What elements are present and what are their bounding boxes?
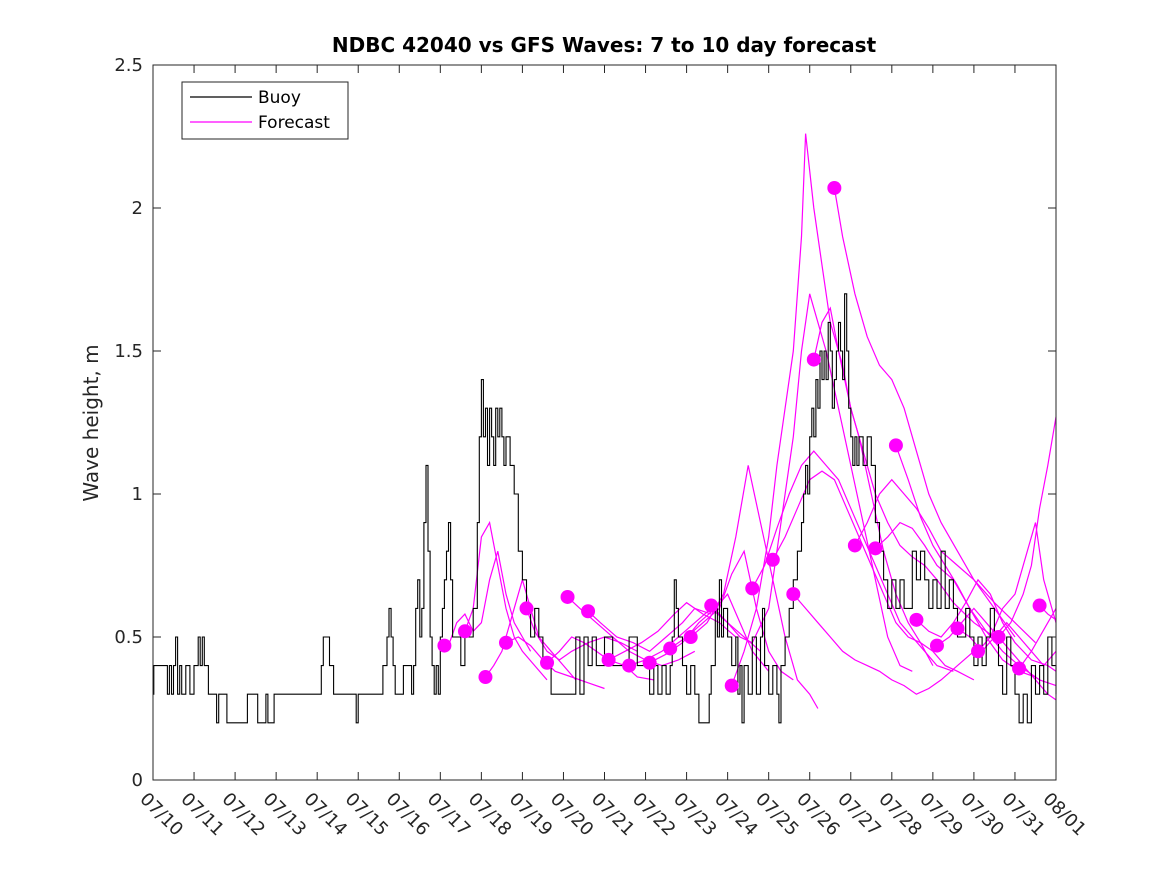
y-tick-label: 0: [132, 770, 143, 791]
forecast-line: [915, 578, 1057, 672]
forecast-marker: [581, 604, 596, 619]
y-tick-label: 1: [132, 484, 143, 505]
forecast-line: [690, 465, 819, 709]
forecast-marker: [457, 624, 472, 639]
y-tick-label: 0.5: [114, 627, 143, 648]
forecast-marker: [478, 670, 493, 685]
legend-buoy-label: Buoy: [258, 88, 301, 108]
forecast-marker: [437, 638, 452, 653]
forecast-marker: [786, 587, 801, 602]
y-tick-label: 2.5: [114, 55, 143, 76]
legend: Buoy Forecast: [181, 81, 349, 140]
forecast-line: [813, 306, 995, 638]
forecast-marker: [827, 180, 842, 195]
forecast-marker: [765, 552, 780, 567]
forecast-marker: [540, 655, 555, 670]
forecast-marker: [498, 635, 513, 650]
forecast-line: [447, 551, 532, 652]
forecast-line: [998, 416, 1057, 638]
forecast-marker: [642, 655, 657, 670]
forecast-line: [792, 593, 975, 695]
forecast-marker: [868, 541, 883, 556]
forecast-marker: [601, 652, 616, 667]
forecast-line: [833, 187, 1016, 638]
forecast-marker: [519, 601, 534, 616]
forecast-line: [710, 293, 913, 672]
chart-title: NDBC 42040 vs GFS Waves: 7 to 10 day for…: [332, 33, 877, 57]
forecast-marker: [1032, 598, 1047, 613]
y-axis-label: Wave height, m: [79, 344, 103, 501]
forecast-marker: [704, 598, 719, 613]
forecast-marker: [1012, 661, 1027, 676]
legend-box: [181, 81, 349, 140]
forecast-marker: [806, 352, 821, 367]
forecast-marker: [745, 581, 760, 596]
forecast-line: [751, 450, 954, 672]
forecast-line: [669, 549, 794, 681]
forecast-line: [587, 607, 712, 653]
legend-forecast-label: Forecast: [258, 113, 330, 133]
forecast-marker: [724, 678, 739, 693]
forecast-marker: [888, 438, 903, 453]
axes-background: [153, 65, 1056, 780]
forecast-line: [525, 608, 638, 661]
forecast-marker: [950, 621, 965, 636]
series-layer: [153, 133, 1057, 724]
y-tick-label: 1.5: [114, 341, 143, 362]
forecast-marker: [683, 630, 698, 644]
forecast-marker: [971, 644, 986, 659]
y-tick-label: 2: [132, 198, 143, 219]
forecast-line: [1018, 608, 1057, 669]
forecast-marker: [663, 641, 678, 656]
forecast-marker: [560, 589, 575, 604]
forecast-marker: [909, 612, 924, 627]
forecast-marker: [622, 658, 637, 673]
axes-box: [152, 64, 1057, 781]
forecast-marker: [929, 638, 944, 653]
buoy-line: [153, 293, 1057, 724]
plot-area: 00.511.522.507/1007/1107/1207/1307/1407/…: [114, 55, 1090, 840]
forecast-marker: [847, 538, 862, 553]
forecast-marker: [991, 630, 1006, 644]
